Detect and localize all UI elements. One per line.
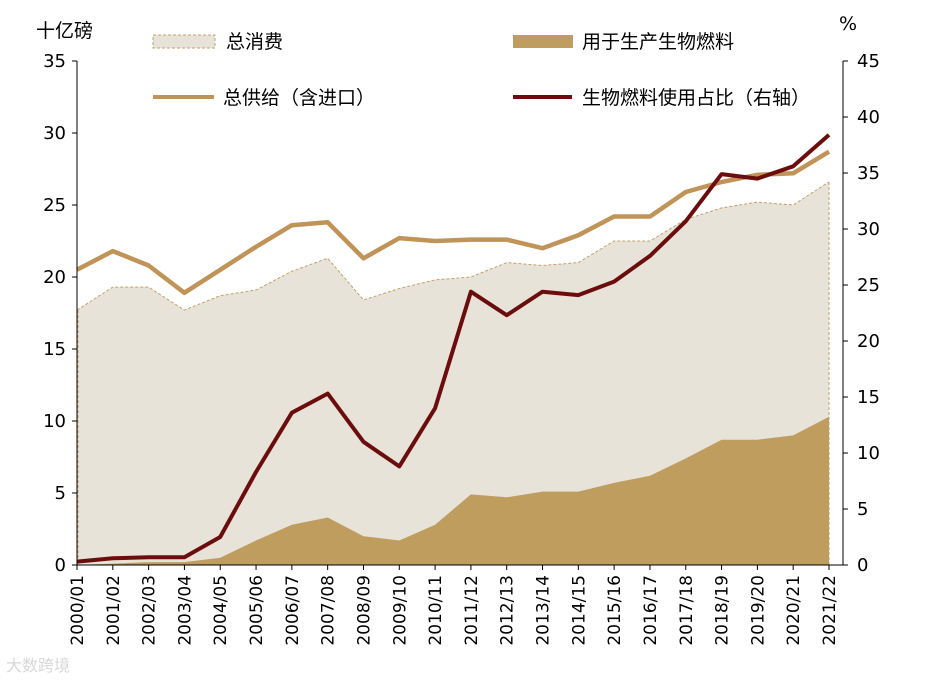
right-tick-label: 40 [857, 107, 880, 128]
x-tick-label: 2002/03 [140, 575, 160, 646]
x-tick-label: 2016/17 [641, 575, 661, 646]
x-tick-label: 2015/16 [605, 575, 625, 646]
left-tick-label: 35 [43, 51, 66, 72]
right-tick-label: 25 [857, 275, 880, 296]
legend-label-share: 生物燃料使用占比（右轴） [582, 87, 810, 109]
consumption-area-border [76, 181, 830, 311]
right-tick-label: 20 [857, 331, 880, 352]
x-tick-label: 2009/10 [390, 575, 410, 646]
x-tick-label: 2012/13 [498, 575, 518, 646]
right-tick-label: 30 [857, 219, 880, 240]
watermark: 大数跨境 [6, 656, 71, 675]
right-tick-label: 15 [857, 387, 880, 408]
right-tick-label: 5 [857, 499, 868, 520]
line-layer [75, 133, 831, 564]
x-tick-label: 2019/20 [748, 575, 768, 646]
legend-label-biofuel: 用于生产生物燃料 [582, 31, 734, 53]
right-tick-label: 35 [857, 163, 880, 184]
left-axis-unit: 十亿磅 [36, 20, 93, 42]
x-tick-label: 2007/08 [319, 575, 339, 646]
x-tick-label: 2004/05 [211, 575, 231, 646]
x-tick-label: 2006/07 [283, 575, 303, 646]
right-tick-label: 10 [857, 443, 880, 464]
x-tick-label: 2001/02 [104, 575, 124, 646]
x-tick-label: 2020/21 [784, 575, 804, 646]
left-tick-label: 25 [43, 195, 66, 216]
left-tick-label: 5 [55, 483, 66, 504]
left-tick-label: 15 [43, 339, 66, 360]
x-tick-label: 2018/19 [713, 575, 733, 646]
left-tick-label: 10 [43, 411, 66, 432]
x-tick-label: 2005/06 [247, 575, 267, 646]
x-tick-label: 2003/04 [175, 575, 195, 646]
x-tick-label: 2010/11 [426, 575, 446, 646]
x-tick-label: 2014/15 [569, 575, 589, 646]
left-tick-label: 0 [55, 555, 66, 576]
x-tick-label: 2000/01 [68, 575, 88, 646]
legend-label-consumption: 总消费 [226, 31, 283, 53]
right-axis-unit: % [839, 13, 857, 35]
axes: 0 5 10 15 20 25 30 35 0 5 10 15 20 25 30 35 40 45 2000/01 2… [43, 51, 880, 646]
legend-label-supply: 总供给（含进口） [223, 87, 375, 109]
x-tick-label: 2013/14 [534, 575, 554, 646]
left-tick-label: 20 [43, 267, 66, 288]
x-tick-label: 2011/12 [462, 575, 482, 646]
right-tick-label: 45 [857, 51, 880, 72]
consumption-area [77, 182, 829, 565]
legend: 总消费 用于生产生物燃料 总供给（含进口） 生物燃料使用占比（右轴） [152, 31, 810, 109]
x-tick-label: 2017/18 [677, 575, 697, 646]
share-line [76, 133, 831, 564]
biofuel-area [77, 416, 829, 565]
legend-swatch-biofuel [513, 35, 573, 48]
supply-line [75, 149, 831, 296]
left-tick-label: 30 [43, 123, 66, 144]
x-tick-label: 2008/09 [354, 575, 374, 646]
legend-swatch-consumption [152, 34, 216, 49]
area-layer [76, 181, 830, 565]
right-tick-label: 0 [857, 555, 868, 576]
x-tick-label: 2021/22 [820, 575, 840, 646]
